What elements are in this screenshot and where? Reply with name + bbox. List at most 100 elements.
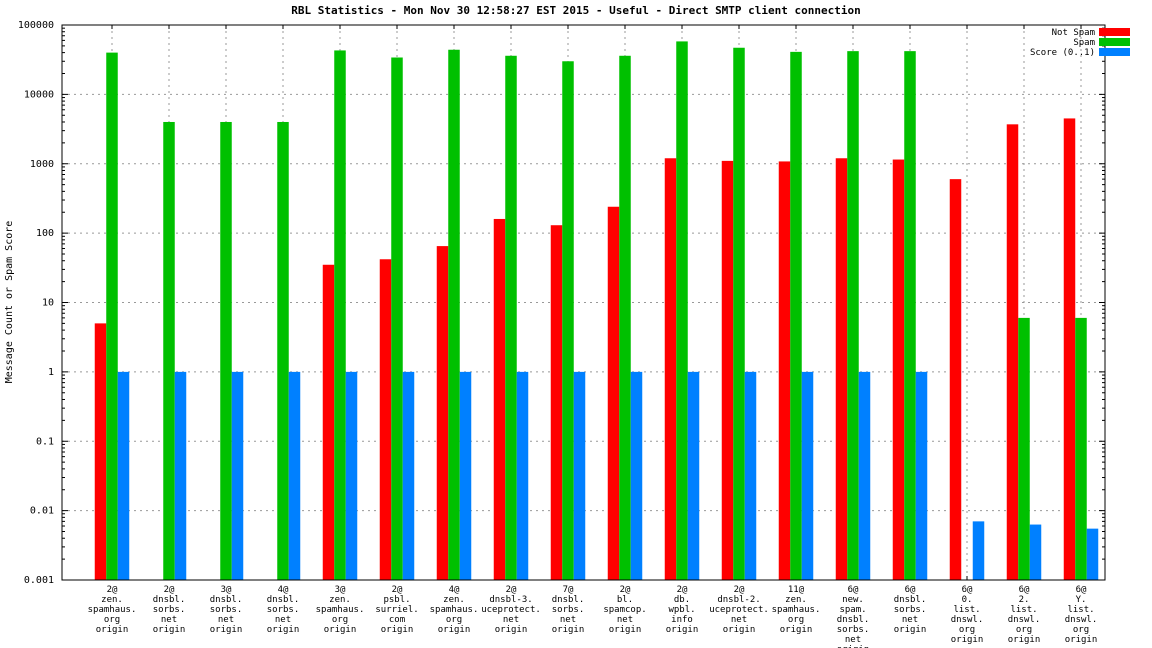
x-tick-label: db.: [674, 595, 690, 605]
bar-score-0-1: [858, 371, 871, 581]
x-tick-label: org: [332, 615, 348, 625]
x-tick-label: 2@: [392, 585, 403, 595]
x-tick-label: net: [218, 615, 234, 625]
x-tick-label: sorbs.: [267, 605, 300, 615]
legend-swatch: [1099, 48, 1130, 56]
bar-not-spam: [778, 161, 791, 580]
x-tick-label: 6@: [1076, 585, 1087, 595]
x-tick-label: origin: [495, 625, 528, 635]
x-tick-label: 6@: [1019, 585, 1030, 595]
bar-score-0-1: [630, 371, 643, 581]
x-tick-label: 2@: [734, 585, 745, 595]
x-tick-label: org: [959, 625, 975, 635]
x-tick-label: spamcop.: [603, 605, 646, 615]
x-tick-label: org: [788, 615, 804, 625]
x-tick-label: origin: [552, 625, 585, 635]
bar-score-0-1: [1029, 524, 1042, 580]
x-tick-label: list.: [953, 605, 980, 615]
bar-score-0-1: [972, 521, 985, 580]
x-tick-label: dnswl.: [1008, 615, 1041, 625]
bar-score-0-1: [744, 371, 757, 581]
x-tick-label: dnswl.: [951, 615, 984, 625]
x-tick-label: spamhaus.: [316, 605, 365, 615]
x-tick-label: origin: [153, 625, 186, 635]
y-tick-label: 0.1: [36, 436, 54, 447]
x-tick-label: sorbs.: [894, 605, 927, 615]
bar-spam: [676, 41, 688, 581]
bar-not-spam: [493, 218, 506, 580]
x-tick-label: Y.: [1076, 595, 1087, 605]
x-tick-label: net: [161, 615, 177, 625]
x-tick-label: spamhaus.: [88, 605, 137, 615]
bar-spam: [904, 51, 916, 580]
x-tick-label: origin: [96, 625, 129, 635]
x-tick-label: wpbl.: [668, 605, 695, 615]
chart-title: RBL Statistics - Mon Nov 30 12:58:27 EST…: [291, 4, 861, 17]
x-tick-label: uceprotect.: [709, 605, 769, 615]
x-tick-label: dnsbl-2.: [717, 595, 760, 605]
bar-not-spam: [1006, 124, 1019, 580]
x-tick-label: net: [275, 615, 291, 625]
x-tick-label: spam.: [839, 605, 866, 615]
y-tick-label: 1: [48, 367, 54, 378]
bar-score-0-1: [516, 371, 529, 581]
x-tick-label: net: [560, 615, 576, 625]
y-tick-label: 10000: [24, 89, 54, 100]
x-tick-label: sorbs.: [837, 625, 870, 635]
x-tick-label: 6@: [905, 585, 916, 595]
x-tick-label: net: [845, 635, 861, 645]
x-tick-label: org: [1073, 625, 1089, 635]
x-tick-label: origin: [780, 625, 813, 635]
x-tick-label: new.: [842, 595, 864, 605]
bar-not-spam: [607, 206, 620, 580]
x-tick-label: zen.: [443, 595, 465, 605]
bar-spam: [733, 47, 745, 580]
bar-spam: [562, 61, 574, 580]
bar-score-0-1: [801, 371, 814, 581]
bar-not-spam: [550, 225, 563, 580]
x-tick-label: origin: [666, 625, 699, 635]
bar-spam: [790, 51, 802, 581]
x-tick-label: origin: [723, 625, 756, 635]
x-tick-label: list.: [1067, 605, 1094, 615]
bar-spam: [619, 55, 631, 580]
x-tick-label: origin: [381, 625, 414, 635]
x-tick-label: 0.: [962, 595, 973, 605]
x-tick-label: list.: [1010, 605, 1037, 615]
x-tick-label: info: [671, 615, 693, 625]
x-tick-label: psbl.: [383, 595, 410, 605]
x-tick-label: origin: [1065, 635, 1098, 645]
x-tick-label: dnsbl.: [552, 595, 585, 605]
x-tick-label: origin: [894, 625, 927, 635]
bar-spam: [1018, 317, 1030, 580]
bar-score-0-1: [459, 371, 472, 581]
x-tick-label: dnsbl.: [837, 615, 870, 625]
x-tick-label: 2@: [164, 585, 175, 595]
plot-border: [61, 24, 1106, 581]
legend-swatch: [1099, 28, 1130, 36]
bar-spam: [505, 55, 517, 580]
bar-score-0-1: [687, 371, 700, 581]
x-tick-label: 7@: [563, 585, 574, 595]
bar-score-0-1: [1086, 528, 1099, 580]
bar-not-spam: [322, 264, 335, 580]
bar-score-0-1: [402, 371, 415, 581]
x-tick-label: net: [731, 615, 747, 625]
x-tick-label: 2@: [677, 585, 688, 595]
bar-score-0-1: [117, 371, 130, 581]
y-tick-label: 0.01: [30, 506, 54, 517]
x-tick-label: dnsbl.: [894, 595, 927, 605]
bar-spam: [391, 57, 403, 580]
x-tick-label: origin: [210, 625, 243, 635]
y-tick-label: 100: [36, 228, 54, 239]
bar-score-0-1: [288, 371, 301, 581]
x-tick-label: sorbs.: [552, 605, 585, 615]
x-tick-label: org: [1016, 625, 1032, 635]
x-tick-label: origin: [837, 645, 870, 648]
x-tick-label: dnsbl-3.: [489, 595, 532, 605]
x-tick-label: 2@: [620, 585, 631, 595]
bar-score-0-1: [345, 371, 358, 581]
x-tick-label: 2@: [506, 585, 517, 595]
x-tick-label: dnswl.: [1065, 615, 1098, 625]
